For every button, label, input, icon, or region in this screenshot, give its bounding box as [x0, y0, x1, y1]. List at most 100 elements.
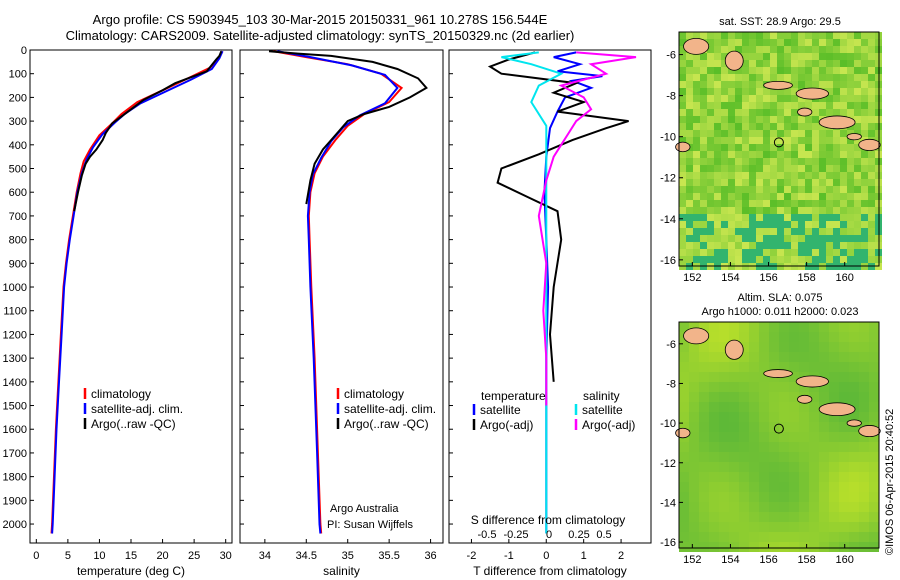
map-cell: [700, 158, 707, 165]
map-cell: [791, 172, 798, 179]
map-cell: [805, 116, 812, 123]
map-cell: [784, 172, 791, 179]
map-cell: [812, 172, 819, 179]
map-cell: [721, 39, 728, 46]
map-cell: [735, 81, 742, 88]
map-cell: [721, 193, 728, 200]
map-cell: [707, 123, 714, 130]
map-cell: [789, 422, 799, 432]
map-cell: [854, 67, 861, 74]
map-cell: [777, 123, 784, 130]
map-cell: [770, 249, 777, 256]
map-cell: [829, 482, 839, 492]
map-cell: [784, 32, 791, 39]
map-frame: [678, 321, 880, 549]
map-cell: [847, 109, 854, 116]
map-cell: [693, 158, 700, 165]
map-cell: [721, 67, 728, 74]
map-cell: [805, 123, 812, 130]
map-cell: [861, 32, 868, 39]
salinity-diff-tick: -0.25: [503, 529, 528, 541]
salinity-diff-tick: 0.25: [568, 529, 589, 541]
map-cell: [799, 412, 809, 422]
map-cell: [805, 46, 812, 53]
y-tick-label: 1600: [3, 424, 27, 436]
map-cell: [826, 130, 833, 137]
legend-label: satellite: [582, 403, 623, 417]
map-cell: [749, 39, 756, 46]
map-cell: [779, 462, 789, 472]
map-cell: [769, 512, 779, 522]
map-cell: [714, 207, 721, 214]
map-cell: [819, 158, 826, 165]
map-cell: [749, 482, 759, 492]
map-cell: [861, 81, 868, 88]
map-cell: [826, 228, 833, 235]
map-cell: [784, 151, 791, 158]
map-cell: [719, 402, 729, 412]
map-cell: [859, 502, 869, 512]
map-cell: [791, 130, 798, 137]
map-cell: [847, 74, 854, 81]
map-cell: [819, 179, 826, 186]
map-cell: [779, 362, 789, 372]
map-cell: [739, 402, 749, 412]
map-cell: [679, 151, 686, 158]
map-cell: [679, 512, 689, 522]
map-cell: [868, 172, 875, 179]
map-cell: [833, 151, 840, 158]
map-cell: [840, 151, 847, 158]
map-cell: [756, 88, 763, 95]
map-cell: [868, 109, 875, 116]
map-cell: [847, 151, 854, 158]
map-cell: [700, 242, 707, 249]
map-cell: [819, 392, 829, 402]
map-cell: [728, 158, 735, 165]
y-tick-label: 400: [9, 140, 27, 152]
map-cell: [798, 123, 805, 130]
map-cell: [693, 214, 700, 221]
map-cell: [707, 221, 714, 228]
map-cell: [789, 432, 799, 442]
map-cell: [689, 392, 699, 402]
map-x-tick-label: 152: [683, 554, 701, 566]
map-cell: [721, 172, 728, 179]
map-cell: [689, 342, 699, 352]
map-cell: [798, 242, 805, 249]
map-cell: [833, 165, 840, 172]
map-cell: [777, 109, 784, 116]
map-cell: [749, 158, 756, 165]
map-cell: [735, 179, 742, 186]
map-cell: [840, 249, 847, 256]
map-cell: [679, 482, 689, 492]
map-cell: [829, 432, 839, 442]
map-cell: [833, 81, 840, 88]
map-cell: [849, 532, 859, 542]
map-cell: [756, 109, 763, 116]
salinity-diff-tick: 0.5: [596, 529, 611, 541]
legend-label: satellite-adj. clim.: [91, 402, 183, 416]
map-cell: [735, 200, 742, 207]
map-cell: [779, 402, 789, 412]
map-cell: [826, 46, 833, 53]
map-cell: [869, 442, 879, 452]
map-cell: [798, 186, 805, 193]
map-cell: [861, 186, 868, 193]
map-cell: [854, 74, 861, 81]
map-cell: [784, 249, 791, 256]
map-cell: [729, 322, 739, 332]
map-cell: [756, 46, 763, 53]
map-cell: [749, 432, 759, 442]
map-cell: [679, 186, 686, 193]
map-cell: [869, 522, 879, 532]
map-cell: [798, 256, 805, 263]
map-cell: [693, 95, 700, 102]
map-cell: [779, 502, 789, 512]
map-cell: [721, 74, 728, 81]
map-cell: [839, 372, 849, 382]
map-cell: [829, 352, 839, 362]
map-cell: [759, 392, 769, 402]
map-cell: [770, 53, 777, 60]
map-cell: [839, 352, 849, 362]
map-cell: [861, 151, 868, 158]
